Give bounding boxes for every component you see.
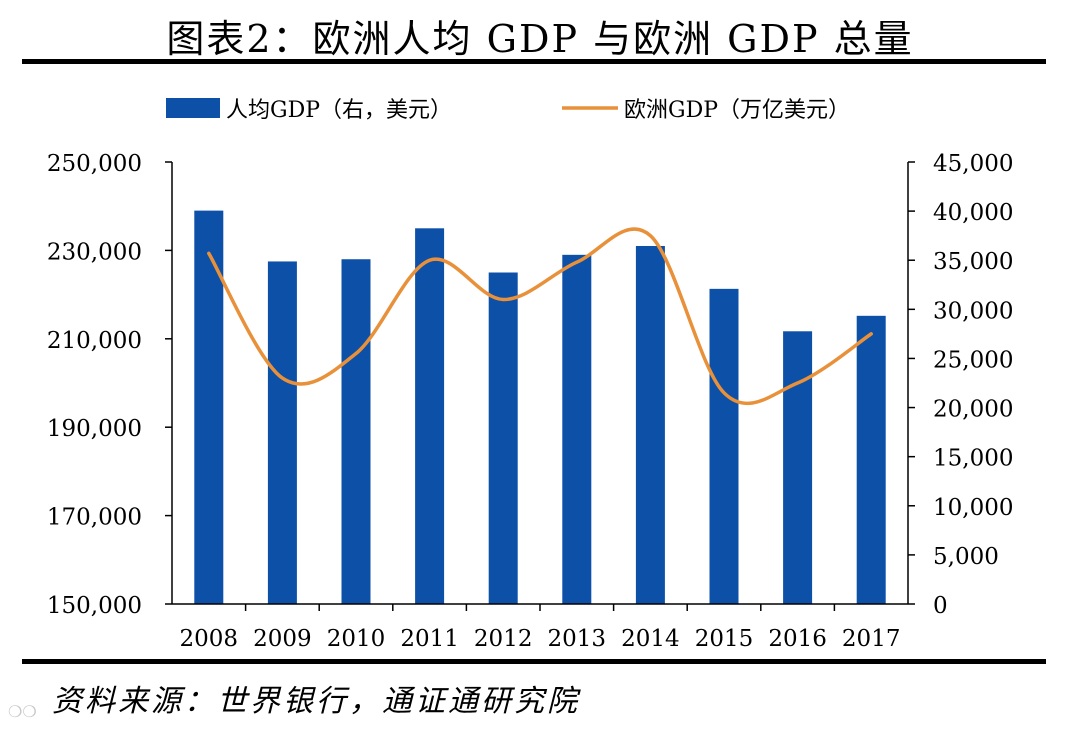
x-tick-label: 2016 [768, 626, 827, 652]
legend-bar-swatch [166, 98, 220, 118]
watermark-logo: ❍❍ [8, 702, 37, 721]
right-tick-label: 20,000 [933, 397, 1013, 423]
x-tick-label: 2014 [621, 626, 680, 652]
right-tick-label: 45,000 [933, 151, 1013, 177]
x-tick-label: 2011 [400, 626, 459, 652]
x-tick-label: 2013 [548, 626, 607, 652]
bar-2014 [635, 245, 665, 605]
left-tick-label: 230,000 [47, 239, 142, 265]
left-tick-label: 150,000 [47, 593, 142, 619]
bar-2008 [194, 210, 224, 604]
bar-2010 [341, 259, 371, 604]
right-axis: 45,000 40,000 35,000 30,000 25,000 20,000 15,0… [908, 151, 1013, 619]
x-tick-label: 2010 [327, 626, 386, 652]
left-tick-label: 190,000 [47, 416, 142, 442]
gdp-line [207, 227, 873, 406]
right-tick-label: 5,000 [933, 544, 999, 570]
x-tick-label: 2015 [695, 626, 754, 652]
left-tick-label: 210,000 [47, 328, 142, 354]
chart-title: 图表2：欧洲人均 GDP 与欧洲 GDP 总量 [166, 17, 914, 61]
x-axis-labels: 2008 2009 2010 2011 2012 2013 2014 2015 2016 2017 [180, 604, 901, 652]
bar-2017 [856, 315, 886, 604]
legend-bar-label: 人均GDP（右，美元） [226, 98, 452, 123]
bar-2015 [709, 288, 739, 604]
source-note: 资料来源：世界银行，通证通研究院 [52, 684, 580, 719]
legend: 人均GDP（右，美元） 欧洲GDP（万亿美元） [166, 98, 850, 123]
right-tick-label: 40,000 [933, 200, 1013, 226]
legend-line-label: 欧洲GDP（万亿美元） [624, 98, 850, 123]
bar-series [194, 210, 886, 605]
x-tick-label: 2009 [253, 626, 312, 652]
left-axis: 250,000 230,000 210,000 190,000 170,000 150,0… [47, 151, 172, 619]
line-series [207, 227, 873, 406]
bar-2009 [267, 261, 297, 604]
right-tick-label: 10,000 [933, 495, 1013, 521]
logo-icon: ❍❍ [8, 702, 37, 721]
right-tick-label: 25,000 [933, 347, 1013, 373]
right-tick-label: 0 [933, 593, 948, 619]
right-tick-label: 15,000 [933, 446, 1013, 472]
x-tick-label: 2008 [180, 626, 239, 652]
bottom-rule [22, 659, 1046, 664]
bar-2011 [415, 228, 445, 605]
top-rule [22, 59, 1046, 64]
bar-2013 [562, 254, 592, 604]
right-tick-label: 30,000 [933, 298, 1013, 324]
x-tick-label: 2012 [474, 626, 533, 652]
right-tick-label: 35,000 [933, 249, 1013, 275]
bar-2016 [783, 331, 813, 604]
left-tick-label: 250,000 [47, 151, 142, 177]
left-tick-label: 170,000 [47, 505, 142, 531]
bar-2012 [488, 272, 518, 604]
x-tick-label: 2017 [842, 626, 901, 652]
